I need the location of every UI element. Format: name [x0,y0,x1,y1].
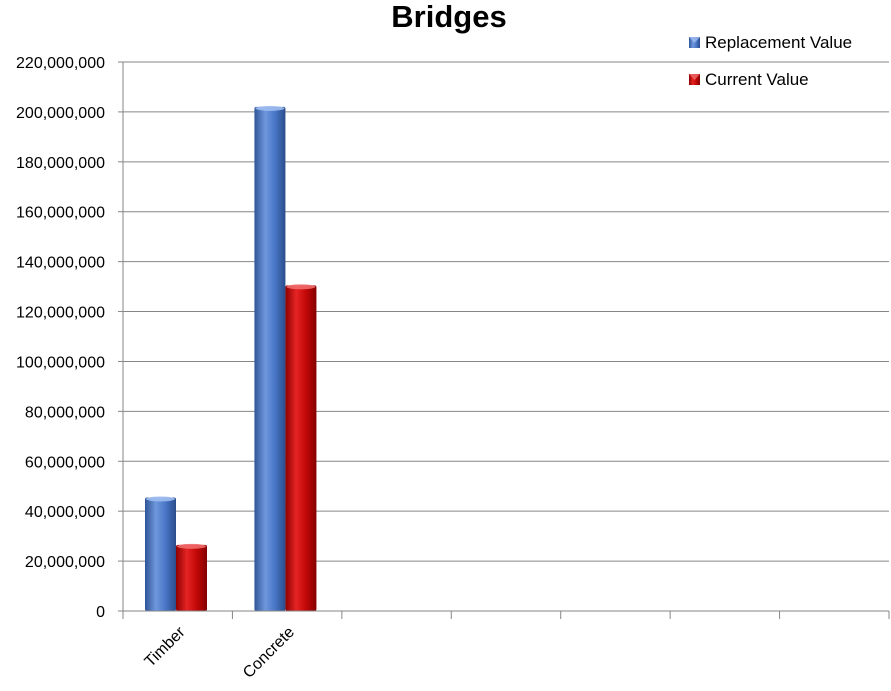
y-tick-label: 60,000,000 [25,454,105,471]
bar-cap [255,105,285,111]
y-tick-label: 100,000,000 [16,354,105,371]
y-tick-label: 140,000,000 [16,255,105,272]
y-tick-label: 40,000,000 [25,504,105,521]
bar-body [145,497,176,611]
y-tick-label: 220,000,000 [16,55,105,72]
y-tick-label: 160,000,000 [16,205,105,222]
x-category-label: Timber [142,623,189,670]
y-tick-label: 120,000,000 [16,305,105,322]
legend-item: Current Value [689,70,809,89]
legend-swatch-cap [689,74,700,80]
bar-current [176,543,207,611]
legend-swatch-cap [689,37,700,43]
y-tick-label: 0 [96,604,105,621]
legend-label: Current Value [705,70,809,89]
y-tick-label: 80,000,000 [25,404,105,421]
bar-body [285,285,317,611]
bar-cap [146,496,175,502]
bar-body [254,106,286,611]
bar-body [176,544,207,611]
bar-current [285,284,317,611]
gridlines [123,61,889,562]
chart-title: Bridges [391,0,506,34]
legend: Replacement Value Current Value [689,33,852,89]
x-category-label: Concrete [240,624,298,682]
bar-replacement [145,496,176,611]
legend-item: Replacement Value [689,33,852,52]
legend-label: Replacement Value [705,33,852,52]
axes: 0 20,000,000 40,000,000 60,000,000 80,000,00… [16,55,890,682]
bar-cap [177,543,206,549]
bar-replacement [254,105,286,611]
bar-cap [286,284,316,290]
y-tick-label: 180,000,000 [16,155,105,172]
y-tick-label: 20,000,000 [25,554,105,571]
y-tick-label: 200,000,000 [16,105,105,122]
bars [145,105,317,611]
